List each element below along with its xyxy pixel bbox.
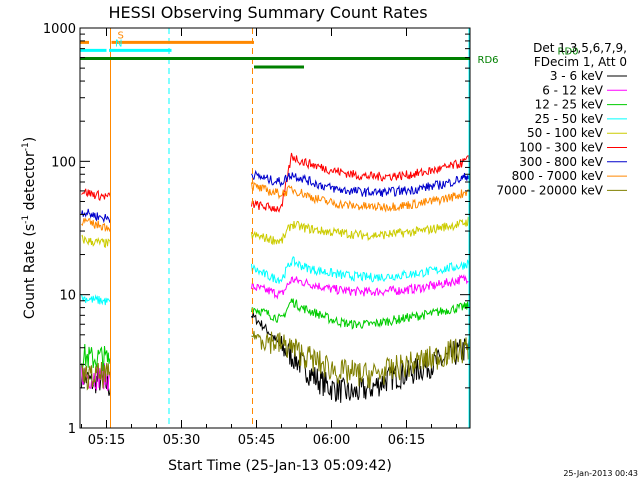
legend-label-3: 12 - 25 keV [535, 98, 604, 112]
vertical-markers-layer [110, 28, 470, 428]
series-layer [81, 152, 471, 403]
state-bars-layer: SN RD0 RD6 [80, 30, 579, 69]
y-axis-label-part-3: ) [22, 137, 38, 142]
plot-frame [79, 27, 471, 429]
y-axis-label-sup-2: -1 [21, 142, 31, 151]
legend-label-7: 300 - 800 keV [519, 155, 603, 169]
y-tick-label-1: 1 [68, 422, 76, 437]
legend-label-2: 6 - 12 keV [542, 83, 604, 97]
y-axis-label-part-2: detector [22, 151, 38, 215]
y-tick-label-2: 10 [59, 289, 76, 304]
legend-header-line-1: Det 1,3,5,6,7,9, [533, 41, 627, 55]
legend: Det 1,3,5,6,7,9, FDecim 1, Att 0 3 - 6 k… [496, 41, 627, 197]
legend-label-6: 100 - 300 keV [519, 141, 603, 155]
x-tick-label-3: 05:45 [238, 433, 275, 448]
legend-label-5: 50 - 100 keV [527, 126, 604, 140]
state-bar-label-s: S [118, 30, 124, 41]
y-axis-label-part-1: Count Rate (s [22, 224, 38, 319]
legend-label-1: 3 - 6 keV [550, 69, 604, 83]
y-axis: 1 10 100 1000 [43, 22, 470, 437]
chart-title: HESSI Observing Summary Count Rates [108, 3, 427, 22]
state-bar-label-n: N [115, 38, 122, 49]
y-tick-label-4: 1000 [43, 22, 76, 37]
x-tick-label-4: 06:00 [313, 433, 350, 448]
x-tick-label-5: 06:15 [388, 433, 425, 448]
state-bar-label-rd0: RD0 [558, 47, 579, 58]
y-tick-label-3: 100 [51, 155, 76, 170]
x-tick-label-2: 05:30 [163, 433, 200, 448]
x-tick-label-1: 05:15 [88, 433, 125, 448]
legend-header-line-2: FDecim 1, Att 0 [534, 55, 627, 69]
footer-timestamp: 25-Jan-2013 00:43 [563, 469, 638, 478]
x-axis-label: Start Time (25-Jan-13 05:09:42) [168, 458, 392, 474]
state-bar-label-rd6: RD6 [478, 55, 499, 66]
x-axis: 05:15 05:30 05:45 06:00 06:15 [81, 28, 457, 448]
legend-label-9: 7000 - 20000 keV [496, 183, 603, 197]
y-axis-label-sup-1: -1 [21, 215, 31, 224]
legend-label-4: 25 - 50 keV [535, 112, 604, 126]
y-axis-label: Count Rate (s-1 detector-1) [21, 137, 38, 319]
legend-label-8: 800 - 7000 keV [512, 169, 604, 183]
